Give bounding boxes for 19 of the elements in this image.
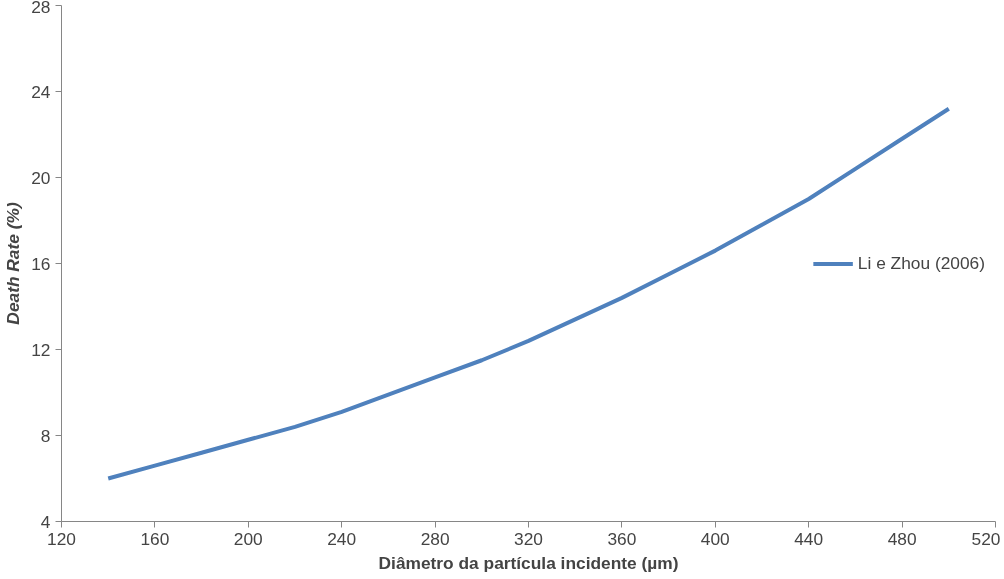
x-tick-label: 520	[971, 528, 1001, 549]
y-tick-label: 28	[31, 0, 51, 17]
x-tick-label: 200	[233, 528, 263, 549]
x-tick-label: 160	[140, 528, 170, 549]
legend-label: Li e Zhou (2006)	[857, 252, 985, 274]
y-axis-title: Death Rate (%)	[3, 202, 24, 325]
y-tick-label: 8	[40, 425, 51, 446]
y-tick-label: 16	[31, 253, 51, 274]
x-tick-label: 360	[607, 528, 637, 549]
x-tick-label: 240	[327, 528, 357, 549]
y-tick-label: 24	[31, 81, 51, 102]
x-tick-label: 440	[794, 528, 824, 549]
x-tick-label: 280	[420, 528, 450, 549]
y-tick-label: 12	[31, 339, 51, 360]
x-axis-title: Diâmetro da partícula incidente (µm)	[378, 552, 679, 573]
y-tick-label: 20	[31, 167, 51, 188]
x-tick-label: 480	[887, 528, 917, 549]
x-tick-label: 400	[700, 528, 730, 549]
x-tick-label: 320	[514, 528, 543, 549]
